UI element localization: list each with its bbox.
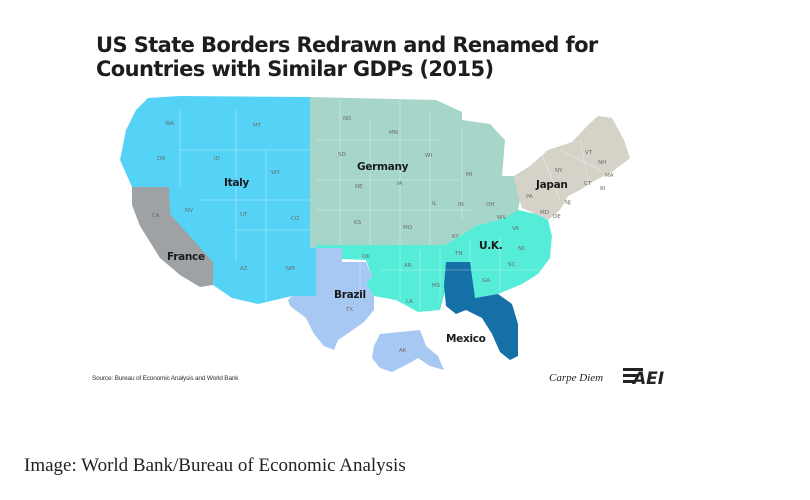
region-mexico xyxy=(444,262,518,360)
state-ia: IA xyxy=(397,181,403,187)
state-wa: WA xyxy=(165,121,174,127)
state-or: OR xyxy=(157,156,165,162)
region-alaska xyxy=(372,330,444,372)
state-az: AZ xyxy=(240,266,248,272)
region-france xyxy=(132,187,213,287)
label-germany: Germany xyxy=(357,161,409,173)
source-note: Source: Bureau of Economic Analysis and … xyxy=(92,375,239,382)
state-borders xyxy=(179,100,601,310)
region-brazil xyxy=(288,248,374,350)
state-tx: TX xyxy=(345,307,353,313)
state-in: IN xyxy=(458,202,464,208)
state-ks: KS xyxy=(354,220,362,226)
state-oh: OH xyxy=(486,202,494,208)
state-mt: MT xyxy=(253,123,262,129)
title-line-2: Countries with Similar GDPs (2015) xyxy=(96,57,494,81)
state-sc: SC xyxy=(508,262,515,268)
state-vt: VT xyxy=(585,150,593,156)
state-nv: NV xyxy=(185,208,193,214)
state-il: IL xyxy=(432,201,438,207)
label-japan: Japan xyxy=(535,179,568,191)
us-map: Italy Germany Japan France U.K. Brazil M… xyxy=(120,96,630,372)
state-ma: MA xyxy=(605,173,614,179)
state-ny: NY xyxy=(555,168,563,174)
state-ak: AK xyxy=(399,348,407,354)
state-de: DE xyxy=(553,214,561,220)
state-md: MD xyxy=(540,210,549,216)
state-nj: NJ xyxy=(565,200,571,206)
title-line-1: US State Borders Redrawn and Renamed for xyxy=(96,33,598,57)
region-uk xyxy=(316,210,552,312)
state-wy: WY xyxy=(271,170,280,176)
state-ne: NE xyxy=(355,184,363,190)
state-ok: OK xyxy=(362,254,370,260)
region-japan xyxy=(514,116,630,220)
state-ca: CA xyxy=(152,213,160,219)
state-ky: KY xyxy=(452,234,459,240)
state-id: ID xyxy=(214,156,220,162)
state-wi: WI xyxy=(425,153,432,159)
state-nc: NC xyxy=(518,246,526,252)
state-abbreviations: WA MT OR ID WY NV UT CO CA AZ NM ND MN S… xyxy=(152,116,614,354)
state-nm: NM xyxy=(286,266,295,272)
state-nh: NH xyxy=(598,160,606,166)
state-wv: WV xyxy=(497,215,506,221)
state-la: LA xyxy=(406,299,413,305)
state-ct: CT xyxy=(584,181,592,187)
carpe-diem-brand: Carpe Diem xyxy=(549,372,604,384)
state-ar: AR xyxy=(404,263,412,269)
aei-logo-text: AEI xyxy=(631,369,664,388)
state-ga: GA xyxy=(482,278,490,284)
state-co: CO xyxy=(291,216,300,222)
state-ut: UT xyxy=(240,212,248,218)
label-uk: U.K. xyxy=(479,240,502,252)
state-tn: TN xyxy=(454,251,462,257)
state-mo: MO xyxy=(403,225,413,231)
state-nd: ND xyxy=(343,116,351,122)
state-sd: SD xyxy=(338,152,346,158)
aei-logo: AEI xyxy=(623,368,664,388)
label-mexico: Mexico xyxy=(446,333,486,345)
state-ms: MS xyxy=(432,283,441,289)
image-credit: Image: World Bank/Bureau of Economic Ana… xyxy=(24,455,406,476)
state-mn: MN xyxy=(389,130,398,136)
state-pa: PA xyxy=(526,194,533,200)
state-mi: MI xyxy=(466,172,473,178)
map-title: US State Borders Redrawn and Renamed for… xyxy=(96,33,598,81)
label-italy: Italy xyxy=(224,177,249,189)
state-ri: RI xyxy=(600,186,606,192)
label-brazil: Brazil xyxy=(334,289,366,301)
label-france: France xyxy=(167,251,205,263)
state-va: VA xyxy=(512,226,519,232)
